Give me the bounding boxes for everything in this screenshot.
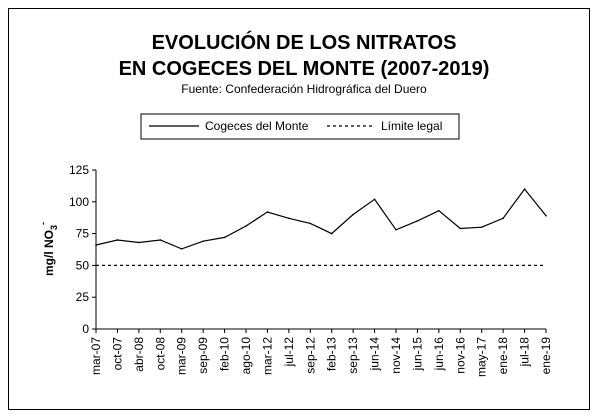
data-point (523, 188, 526, 190)
chart-title-line2: EN COGECES DEL MONTE (2007-2019) (119, 58, 490, 80)
y-ticks: 0 25 50 75 100 125 (69, 163, 96, 336)
x-tick-label: oct-08 (153, 337, 167, 371)
data-point (352, 213, 354, 216)
y-tick-label: 0 (82, 322, 89, 336)
x-tick-label: jun-15 (410, 337, 424, 372)
data-point (223, 236, 226, 239)
y-axis-label-main: mg/l NO (42, 230, 56, 276)
x-tick-label: feb-13 (325, 337, 339, 371)
y-tick-label: 50 (76, 258, 90, 272)
data-point (545, 214, 547, 217)
legend-label-series-1: Cogeces del Monte (205, 119, 309, 133)
data-point (180, 248, 183, 250)
x-tick-label: sep-13 (346, 337, 360, 374)
x-tick-label: oct-07 (110, 337, 124, 371)
data-point (159, 239, 162, 241)
x-tick-label: ene-19 (539, 337, 553, 375)
x-tick-label: abr-08 (132, 337, 146, 372)
y-tick-label: 100 (69, 195, 89, 209)
data-point (288, 217, 290, 220)
series-line-cogeces-del-monte (95, 188, 547, 250)
chart-frame: EVOLUCIÓN DE LOS NITRATOS EN COGECES DEL… (8, 8, 590, 410)
y-axis-label-superscript: - (38, 222, 48, 225)
data-point (480, 226, 483, 229)
data-point (266, 211, 269, 213)
data-point (116, 239, 119, 241)
data-point (395, 228, 397, 231)
x-tick-label: ago-10 (239, 337, 253, 375)
data-point (138, 241, 140, 244)
chart-svg: EVOLUCIÓN DE LOS NITRATOS EN COGECES DEL… (38, 30, 553, 377)
y-axis-label: mg/l NO3- (38, 222, 59, 276)
data-point (459, 227, 462, 230)
x-tick-label: ene-18 (496, 337, 510, 375)
x-tick-label: nov-16 (453, 337, 467, 374)
chart-subtitle: Fuente: Confederación Hidrográfica del D… (181, 82, 427, 96)
x-tick-label: jun-14 (368, 337, 382, 372)
svg-text:mg/l NO3-: mg/l NO3- (38, 222, 59, 276)
axes (95, 170, 546, 330)
data-point (95, 244, 97, 246)
x-tick-label: mar-09 (175, 337, 189, 375)
series-group (95, 188, 547, 266)
x-tick-label: mar-07 (89, 337, 103, 375)
x-tick-label: sep-09 (196, 337, 210, 374)
legend: Cogeces del Monte Límite legal (140, 113, 460, 140)
x-tick-label: jun-16 (432, 337, 446, 372)
data-point (245, 225, 247, 227)
data-point (330, 232, 333, 235)
data-point (416, 220, 419, 222)
data-point (373, 198, 376, 201)
x-tick-label: jul-12 (282, 337, 296, 368)
data-point (438, 209, 440, 212)
chart-title-line1: EVOLUCIÓN DE LOS NITRATOS (152, 30, 457, 54)
y-tick-label: 75 (76, 227, 90, 241)
x-tick-label: nov-14 (389, 337, 403, 374)
data-point (309, 222, 312, 225)
data-point (502, 217, 504, 220)
x-tick-label: may-17 (475, 337, 489, 377)
y-axis-label-subscript: 3 (49, 225, 59, 230)
data-point (202, 240, 204, 243)
legend-label-series-2: Límite legal (381, 119, 442, 133)
x-tick-label: jul-18 (518, 337, 532, 368)
y-tick-label: 25 (76, 290, 90, 304)
x-tick-label: feb-10 (218, 337, 232, 371)
x-tick-label: sep-12 (303, 337, 317, 374)
y-tick-label: 125 (69, 163, 89, 177)
x-tick-label: mar-12 (260, 337, 274, 375)
x-ticks: mar-07 oct-07 abr-08 oct-08 mar-09 sep-09 feb-… (89, 329, 553, 377)
